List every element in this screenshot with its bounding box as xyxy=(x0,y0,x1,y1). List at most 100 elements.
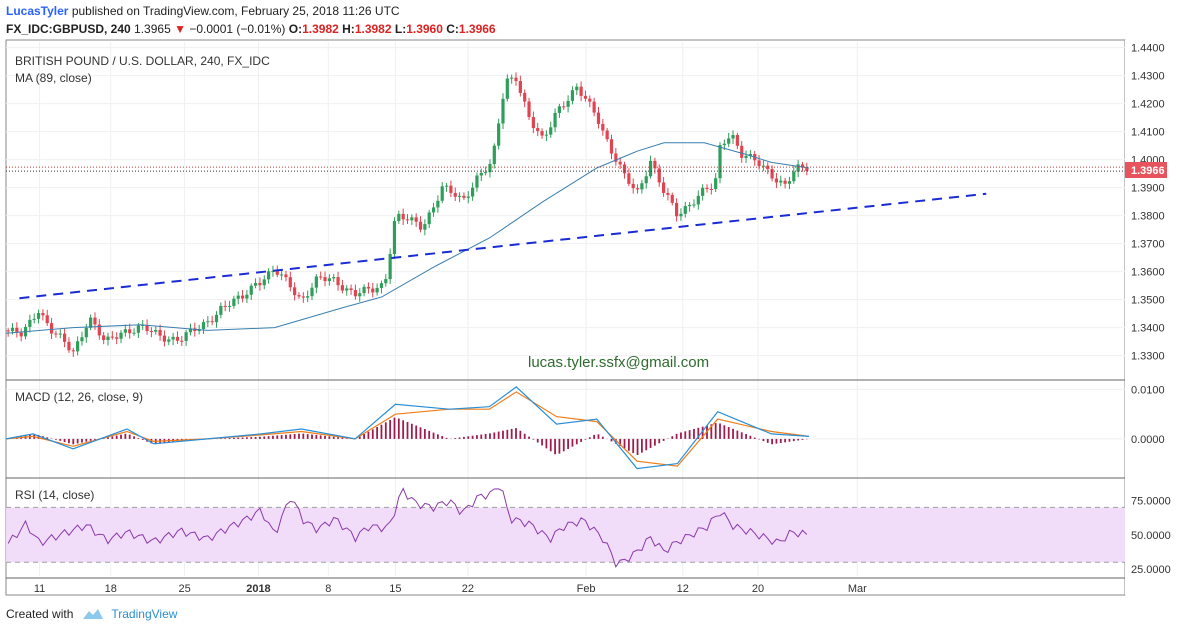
candle[interactable] xyxy=(427,210,431,228)
macd-line[interactable] xyxy=(5,386,810,470)
candle[interactable] xyxy=(583,90,588,102)
candle[interactable] xyxy=(188,323,193,336)
candle[interactable] xyxy=(705,184,709,193)
candle[interactable] xyxy=(145,319,149,335)
candle[interactable] xyxy=(475,172,479,192)
candle[interactable] xyxy=(371,282,375,298)
candle[interactable] xyxy=(214,311,219,328)
candle[interactable] xyxy=(327,274,331,286)
candle[interactable] xyxy=(210,315,214,326)
candle[interactable] xyxy=(149,327,154,338)
candle[interactable] xyxy=(201,319,206,334)
candle[interactable] xyxy=(136,322,140,339)
candle[interactable] xyxy=(67,337,71,353)
candle[interactable] xyxy=(714,173,718,193)
rsi-line[interactable] xyxy=(7,487,808,568)
candle[interactable] xyxy=(232,295,236,309)
candle[interactable] xyxy=(110,331,114,340)
candle[interactable] xyxy=(253,278,258,289)
candle[interactable] xyxy=(436,195,440,213)
candle[interactable] xyxy=(505,74,509,102)
candle[interactable] xyxy=(605,127,609,142)
candle[interactable] xyxy=(701,184,705,201)
candle[interactable] xyxy=(471,182,475,201)
candle[interactable] xyxy=(753,150,757,166)
candle[interactable] xyxy=(106,332,110,346)
candle[interactable] xyxy=(536,122,540,136)
candle[interactable] xyxy=(410,214,414,225)
candle[interactable] xyxy=(19,328,23,342)
candle[interactable] xyxy=(631,178,635,194)
candle[interactable] xyxy=(709,183,713,195)
candle[interactable] xyxy=(627,168,631,187)
candle[interactable] xyxy=(735,132,739,150)
candle[interactable] xyxy=(397,210,401,224)
candle[interactable] xyxy=(271,265,275,277)
candle[interactable] xyxy=(796,159,800,178)
candle[interactable] xyxy=(401,208,405,225)
candle[interactable] xyxy=(770,165,774,182)
candle[interactable] xyxy=(15,322,19,338)
candle[interactable] xyxy=(640,179,644,194)
candle[interactable] xyxy=(245,289,249,304)
candle[interactable] xyxy=(249,283,253,301)
candle[interactable] xyxy=(54,330,58,338)
candle[interactable] xyxy=(683,201,687,218)
candle[interactable] xyxy=(466,191,470,204)
candle[interactable] xyxy=(349,284,353,295)
candle[interactable] xyxy=(62,328,67,348)
candle[interactable] xyxy=(540,128,544,139)
candle[interactable] xyxy=(501,93,505,130)
candle[interactable] xyxy=(288,271,292,292)
candle[interactable] xyxy=(158,324,162,341)
candle[interactable] xyxy=(679,208,683,221)
candle[interactable] xyxy=(336,271,340,291)
candle[interactable] xyxy=(457,192,462,203)
candle[interactable] xyxy=(596,107,601,129)
candle[interactable] xyxy=(358,288,362,302)
candle[interactable] xyxy=(744,150,748,163)
candle[interactable] xyxy=(497,118,501,150)
candle[interactable] xyxy=(549,121,553,138)
candle[interactable] xyxy=(527,97,531,121)
candle[interactable] xyxy=(97,319,101,340)
candle[interactable] xyxy=(718,142,722,184)
candle[interactable] xyxy=(49,318,54,340)
candle[interactable] xyxy=(323,271,327,287)
candle[interactable] xyxy=(557,103,562,118)
ma-line[interactable] xyxy=(5,142,810,334)
candle[interactable] xyxy=(488,159,492,178)
candle[interactable] xyxy=(123,324,127,337)
candle[interactable] xyxy=(236,291,240,305)
candle[interactable] xyxy=(774,173,779,189)
candle[interactable] xyxy=(319,271,323,280)
candle[interactable] xyxy=(484,166,488,176)
candle[interactable] xyxy=(306,290,310,303)
candle[interactable] xyxy=(128,323,132,339)
candle[interactable] xyxy=(479,168,483,182)
candle[interactable] xyxy=(614,147,618,166)
candle[interactable] xyxy=(779,175,783,187)
candle[interactable] xyxy=(787,176,792,190)
candle[interactable] xyxy=(132,328,136,336)
candle[interactable] xyxy=(531,111,535,134)
candle[interactable] xyxy=(648,155,653,179)
candle[interactable] xyxy=(657,164,661,187)
candle[interactable] xyxy=(223,300,227,312)
candle[interactable] xyxy=(761,160,766,171)
candle[interactable] xyxy=(562,101,566,110)
candle[interactable] xyxy=(175,331,180,344)
candle[interactable] xyxy=(280,270,284,281)
candle[interactable] xyxy=(675,198,679,222)
ma-legend[interactable]: MA (89, close) xyxy=(15,71,92,85)
candle[interactable] xyxy=(462,192,466,201)
candle[interactable] xyxy=(692,199,696,208)
candle[interactable] xyxy=(431,202,436,217)
candle[interactable] xyxy=(740,141,744,163)
candle[interactable] xyxy=(575,83,579,95)
candle[interactable] xyxy=(423,219,427,236)
candle[interactable] xyxy=(115,332,119,345)
candle[interactable] xyxy=(180,335,184,346)
candle[interactable] xyxy=(227,300,232,312)
candle[interactable] xyxy=(36,309,41,324)
